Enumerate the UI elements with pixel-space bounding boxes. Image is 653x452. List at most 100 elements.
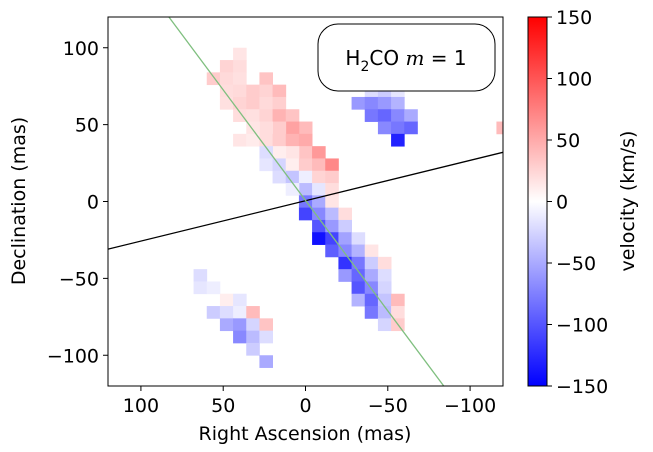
velocity-pixel <box>496 121 503 135</box>
velocity-pixel <box>272 121 287 135</box>
velocity-pixel <box>272 109 287 122</box>
x-tick-label: −100 <box>444 395 496 417</box>
velocity-pixel <box>338 207 352 221</box>
velocity-pixel <box>285 133 300 147</box>
velocity-pixel <box>325 232 339 245</box>
velocity-pixel <box>259 109 273 122</box>
velocity-pixel <box>364 306 379 319</box>
y-tick-label: −100 <box>47 345 99 367</box>
y-tick-label: 50 <box>75 115 99 137</box>
velocity-pixel <box>233 293 247 307</box>
velocity-pixel <box>312 232 326 245</box>
velocity-pixel <box>285 121 300 135</box>
velocity-pixel <box>219 306 234 319</box>
velocity-pixel <box>259 318 273 332</box>
velocity-pixel <box>246 342 260 356</box>
colorbar-tick-label: 0 <box>556 192 568 214</box>
velocity-pixel <box>272 170 287 184</box>
velocity-pixel <box>193 269 208 282</box>
velocity-pixel <box>351 293 366 307</box>
velocity-pixel <box>246 330 260 344</box>
velocity-pixel <box>364 293 379 307</box>
annotation-text: H2CO m = 1 <box>345 46 466 75</box>
velocity-pixel <box>325 170 339 184</box>
velocity-pixel <box>219 318 234 332</box>
velocity-pixel <box>259 330 273 344</box>
velocity-pixel <box>285 170 300 184</box>
velocity-pixel <box>312 207 326 221</box>
velocity-pixel <box>219 293 234 307</box>
velocity-pixel <box>364 109 379 122</box>
velocity-pixel <box>325 183 339 196</box>
x-tick-label: 100 <box>123 395 159 417</box>
y-tick-label: −50 <box>59 268 99 290</box>
y-tick-label: 0 <box>87 192 99 214</box>
velocity-pixel <box>351 96 366 110</box>
x-axis-label: Right Ascension (mas) <box>199 423 412 445</box>
velocity-pixel <box>364 96 379 110</box>
velocity-pixel <box>377 256 392 270</box>
velocity-pixel <box>338 269 352 282</box>
velocity-pixel <box>312 146 326 159</box>
velocity-pixel <box>219 72 234 86</box>
colorbar-label: velocity (km/s) <box>617 131 639 272</box>
colorbar-gradient <box>527 16 548 387</box>
velocity-pixel <box>364 269 379 282</box>
velocity-pixel <box>272 133 287 147</box>
velocity-pixel <box>391 121 405 135</box>
velocity-pixel <box>285 158 300 172</box>
annotation-box <box>317 23 496 92</box>
velocity-pixel <box>391 109 405 122</box>
velocity-pixel <box>338 244 352 258</box>
velocity-pixel <box>272 96 287 110</box>
velocity-pixel <box>233 60 247 73</box>
velocity-pixel <box>391 293 405 307</box>
velocity-pixel <box>233 306 247 319</box>
velocity-pixel <box>259 96 273 110</box>
velocity-pixel <box>259 355 273 368</box>
velocity-pixel <box>377 306 392 319</box>
annotation-middle: CO <box>369 46 405 70</box>
velocity-pixel <box>233 96 247 110</box>
velocity-pixel <box>325 244 339 258</box>
velocity-pixel <box>233 318 247 332</box>
colorbar-tick-label: 50 <box>556 130 580 152</box>
legend-annotation: H2CO m = 1 <box>317 23 496 92</box>
velocity-pixel <box>272 146 287 159</box>
velocity-pixel <box>312 183 326 196</box>
velocity-pixels <box>193 47 503 368</box>
velocity-pixel <box>338 219 352 233</box>
velocity-pixel <box>298 158 313 172</box>
velocity-pixel <box>219 96 234 110</box>
velocity-pixel <box>259 84 273 98</box>
annotation-variable: m <box>405 46 424 70</box>
velocity-pixel <box>377 318 392 332</box>
overlay-lines <box>108 17 503 386</box>
velocity-pixel <box>298 146 313 159</box>
velocity-pixel <box>206 281 221 295</box>
velocity-pixel <box>404 109 418 122</box>
velocity-pixel <box>325 195 339 209</box>
x-tick-label: 50 <box>211 395 235 417</box>
velocity-pixel <box>351 281 366 295</box>
velocity-pixel <box>377 121 392 135</box>
velocity-pixel <box>285 109 300 122</box>
velocity-pixel <box>259 158 273 172</box>
y-axis-ticks: 100 50 0 −50 −100 <box>47 38 108 367</box>
x-tick-label: 0 <box>299 395 311 417</box>
y-tick-label: 100 <box>63 38 99 60</box>
velocity-pixel <box>285 146 300 159</box>
velocity-pixel <box>219 60 234 73</box>
velocity-pixel <box>351 269 366 282</box>
velocity-pixel <box>272 84 287 98</box>
velocity-pixel <box>246 318 260 332</box>
velocity-pixel <box>325 158 339 172</box>
velocity-pixel <box>259 72 273 86</box>
velocity-pixel <box>364 244 379 258</box>
velocity-pixel <box>298 207 313 221</box>
velocity-pixel <box>377 281 392 295</box>
velocity-pixel <box>338 256 352 270</box>
velocity-pixel <box>285 183 300 196</box>
velocity-pixel <box>298 121 313 135</box>
